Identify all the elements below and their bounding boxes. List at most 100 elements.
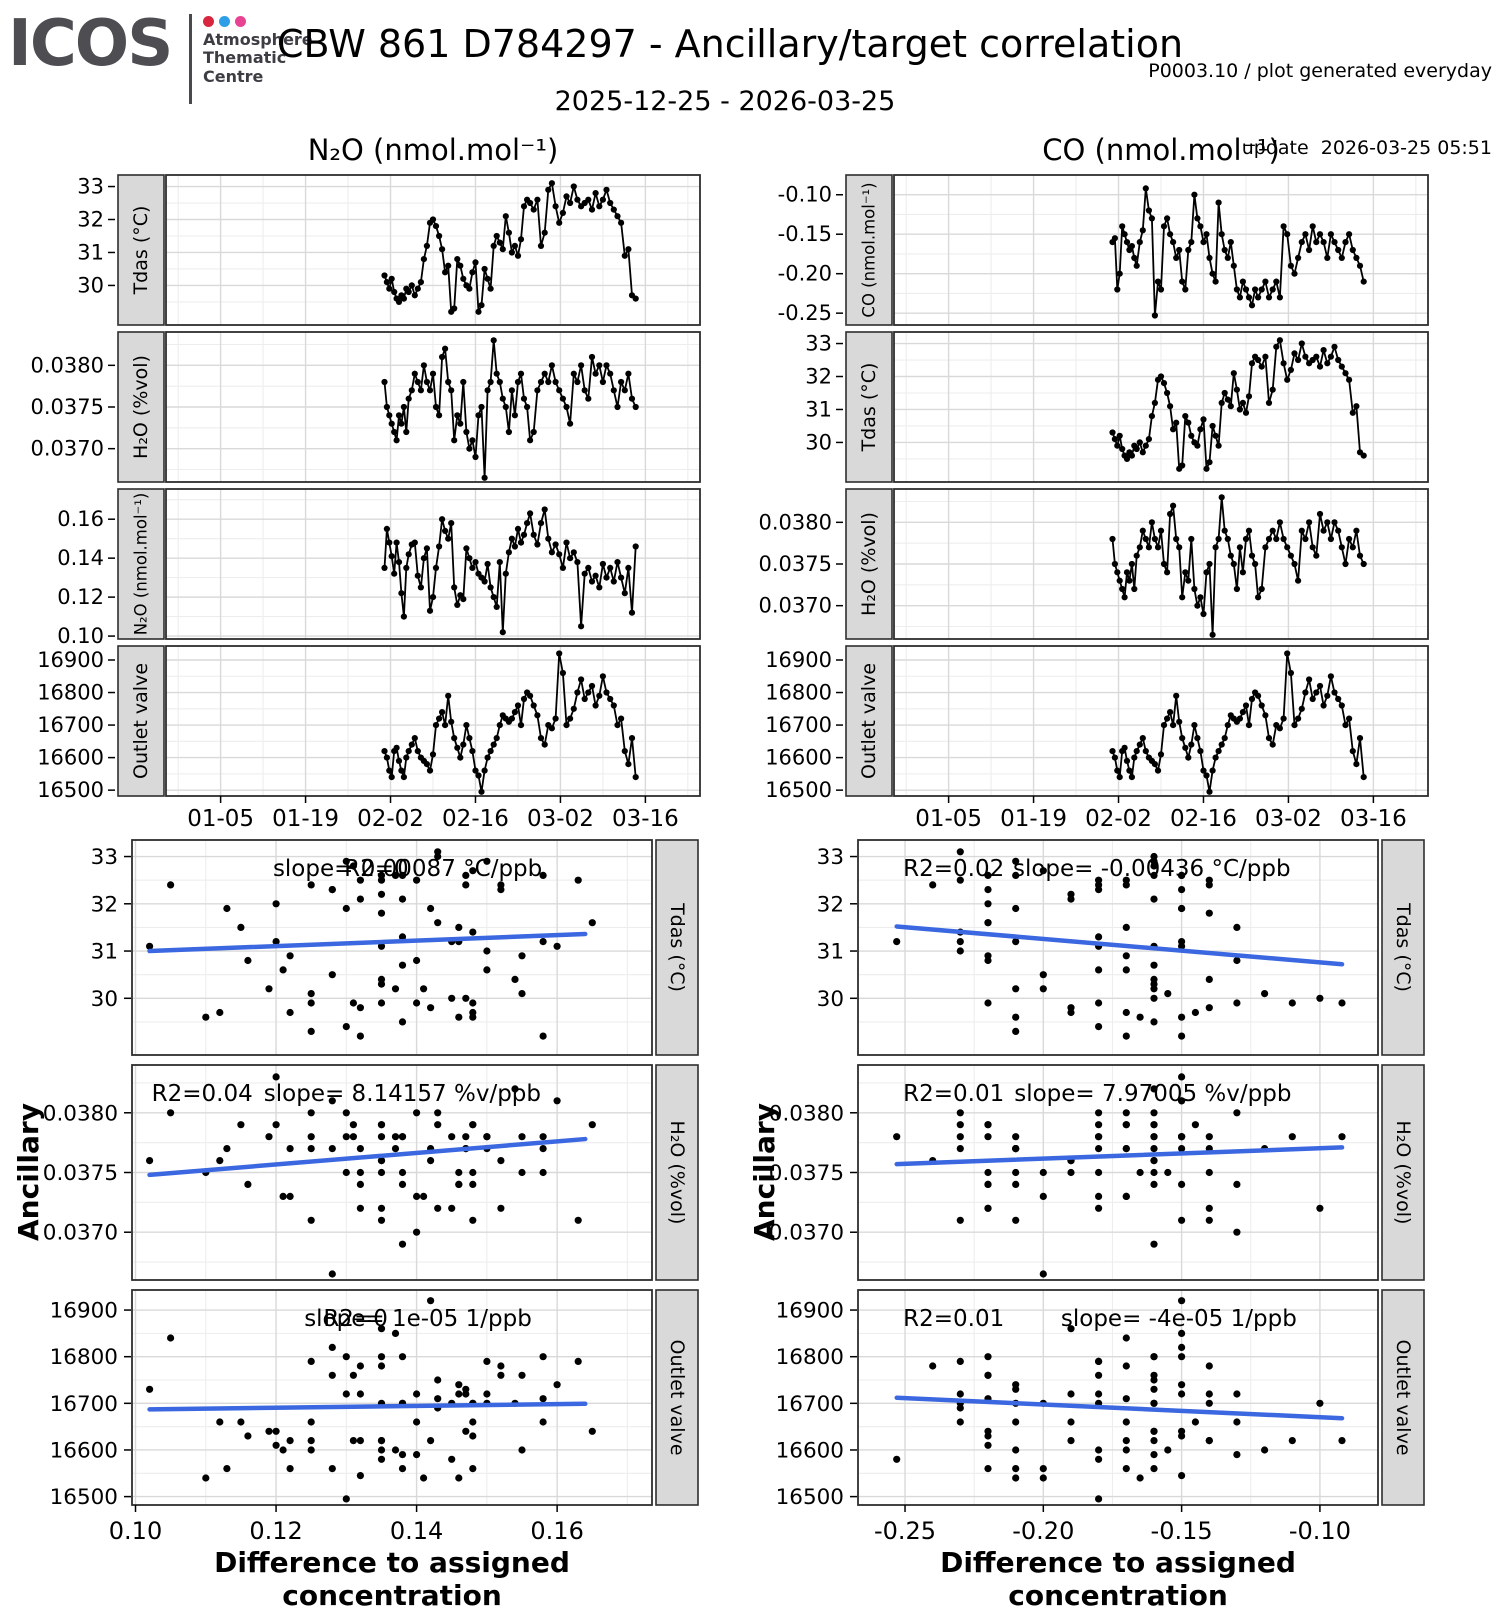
svg-text:02-16: 02-16 (1170, 806, 1237, 832)
svg-text:Tdas (°C): Tdas (°C) (1392, 902, 1414, 992)
svg-text:-0.20: -0.20 (778, 262, 832, 286)
svg-text:H₂O (%vol): H₂O (%vol) (666, 1121, 688, 1225)
svg-text:16700: 16700 (37, 713, 104, 737)
column-title-co: CO (nmol.mol⁻¹) (1042, 133, 1280, 167)
svg-text:0.0370: 0.0370 (769, 1221, 844, 1246)
svg-text:slope= 8.14157 %v/ppb: slope= 8.14157 %v/ppb (264, 1081, 541, 1107)
svg-text:H₂O (%vol): H₂O (%vol) (1392, 1121, 1414, 1225)
logo-dot-icon (203, 16, 214, 27)
svg-text:N₂O (nmol.mol⁻¹): N₂O (nmol.mol⁻¹) (132, 493, 151, 636)
svg-text:CO (nmol.mol⁻¹): CO (nmol.mol⁻¹) (860, 182, 879, 317)
logo-dots-icon (203, 16, 246, 27)
svg-text:0.0380: 0.0380 (43, 1101, 118, 1126)
timeseries-panel-right-tdas: Tdas (°C) 30 31 32 33 (805, 331, 1429, 483)
svg-text:-0.20: -0.20 (1012, 1517, 1074, 1545)
plot-info: P0003.10 / plot generated everyday updat… (1148, 8, 1492, 213)
svg-text:0.12: 0.12 (249, 1517, 302, 1545)
plot-info-line1: P0003.10 / plot generated everyday (1148, 60, 1492, 83)
svg-text:16500: 16500 (776, 1485, 844, 1510)
svg-text:0.0375: 0.0375 (43, 1161, 118, 1186)
svg-text:16600: 16600 (37, 746, 104, 770)
svg-text:30: 30 (91, 987, 118, 1012)
svg-text:R2=0: R2=0 (323, 1306, 388, 1332)
svg-text:slope= 1e-05 1/ppb: slope= 1e-05 1/ppb (304, 1306, 532, 1332)
svg-text:30: 30 (817, 987, 844, 1012)
svg-text:R2=0.01: R2=0.01 (903, 1306, 1004, 1332)
logo-subtitle-line: Atmosphere (203, 30, 313, 49)
svg-text:16800: 16800 (37, 681, 104, 705)
svg-text:0.0370: 0.0370 (43, 1221, 118, 1246)
svg-text:16500: 16500 (50, 1485, 118, 1510)
svg-text:0.0375: 0.0375 (759, 552, 832, 576)
svg-text:03-16: 03-16 (1340, 806, 1407, 832)
svg-text:R2=0.02: R2=0.02 (903, 856, 1004, 882)
svg-text:R2=0.04: R2=0.04 (152, 1081, 253, 1107)
svg-text:31: 31 (805, 397, 832, 421)
logo-dot-icon (219, 16, 230, 27)
svg-text:slope= -4e-05 1/ppb: slope= -4e-05 1/ppb (1061, 1306, 1297, 1332)
svg-text:30: 30 (805, 430, 832, 454)
svg-text:33: 33 (805, 332, 832, 356)
svg-text:02-02: 02-02 (1085, 806, 1152, 832)
svg-text:0.0375: 0.0375 (31, 395, 104, 419)
svg-text:0.0380: 0.0380 (31, 353, 104, 377)
svg-text:01-05: 01-05 (915, 806, 982, 832)
timeseries-panel-left-outlet: Outlet valve 16500 16600 16700 16800 16900 01-… (37, 645, 701, 832)
svg-text:16600: 16600 (776, 1438, 844, 1463)
svg-text:31: 31 (91, 940, 118, 965)
y-axis-title-ancillary-right: Ancillary (748, 1103, 781, 1241)
svg-text:0.10: 0.10 (57, 624, 104, 648)
svg-text:16800: 16800 (765, 681, 832, 705)
timeseries-panel-right-h2o: H₂O (%vol) 0.0370 0.0375 0.0380 (759, 488, 1429, 640)
svg-text:0.0375: 0.0375 (769, 1161, 844, 1186)
svg-text:16500: 16500 (765, 778, 832, 802)
svg-text:16900: 16900 (37, 648, 104, 672)
svg-text:01-19: 01-19 (1000, 806, 1067, 832)
svg-text:16900: 16900 (50, 1299, 118, 1324)
svg-text:01-05: 01-05 (187, 806, 254, 832)
svg-text:Outlet valve: Outlet valve (1392, 1339, 1414, 1455)
svg-text:16700: 16700 (776, 1392, 844, 1417)
svg-text:02-16: 02-16 (442, 806, 509, 832)
svg-text:H₂O (%vol): H₂O (%vol) (130, 355, 152, 459)
svg-text:Tdas (°C): Tdas (°C) (858, 363, 880, 453)
timeseries-panel-left-n2o: N₂O (nmol.mol⁻¹) 0.10 0.12 0.14 0.16 (57, 488, 701, 648)
plot-info-line2: update 2026-03-25 05:51 (1241, 137, 1492, 160)
svg-text:Outlet valve: Outlet valve (130, 663, 152, 779)
svg-text:03-16: 03-16 (612, 806, 679, 832)
x-axis-title-left: Difference to assigned concentration (214, 1546, 570, 1612)
svg-text:Outlet valve: Outlet valve (666, 1339, 688, 1455)
page-subtitle: 2025-12-25 - 2026-03-25 (554, 86, 896, 117)
scatter-panel-right-tdas: R2=0.02 slope= -0.00436 °C/ppb Tdas (°C) 30… (817, 839, 1425, 1056)
svg-text:0.14: 0.14 (57, 546, 104, 570)
logo-dot-icon (235, 16, 246, 27)
svg-text:-0.15: -0.15 (1151, 1517, 1213, 1545)
svg-text:31: 31 (817, 940, 844, 965)
svg-text:16700: 16700 (50, 1392, 118, 1417)
svg-text:16600: 16600 (765, 746, 832, 770)
svg-text:02-02: 02-02 (357, 806, 424, 832)
page-title: CBW 861 D784297 - Ancillary/target corre… (276, 22, 1184, 66)
icos-logo: ICOS (8, 7, 173, 81)
svg-text:-0.10: -0.10 (1289, 1517, 1351, 1545)
svg-text:16800: 16800 (50, 1345, 118, 1370)
svg-text:16800: 16800 (776, 1345, 844, 1370)
svg-text:0.0380: 0.0380 (759, 510, 832, 534)
svg-text:R2=0.01: R2=0.01 (903, 1081, 1004, 1107)
svg-text:32: 32 (77, 208, 104, 232)
svg-text:16700: 16700 (765, 713, 832, 737)
svg-text:Tdas (°C): Tdas (°C) (130, 206, 152, 296)
logo-subtitle-line: Thematic (203, 48, 287, 68)
svg-text:-0.10: -0.10 (778, 183, 832, 207)
x-axis-title-right: Difference to assigned concentration (940, 1546, 1296, 1612)
logo-subtitle-line: Centre (203, 66, 264, 86)
svg-text:Tdas (°C): Tdas (°C) (666, 902, 688, 992)
svg-text:0.12: 0.12 (57, 585, 104, 609)
timeseries-panel-right-outlet: Outlet valve 16500 16600 16700 16800 16900 01-… (765, 645, 1429, 832)
svg-text:32: 32 (91, 892, 118, 917)
timeseries-panel-left-tdas: Tdas (°C) 30 31 32 33 (77, 174, 701, 326)
logo-divider (189, 14, 192, 104)
column-title-n2o: N₂O (nmol.mol⁻¹) (307, 133, 559, 167)
